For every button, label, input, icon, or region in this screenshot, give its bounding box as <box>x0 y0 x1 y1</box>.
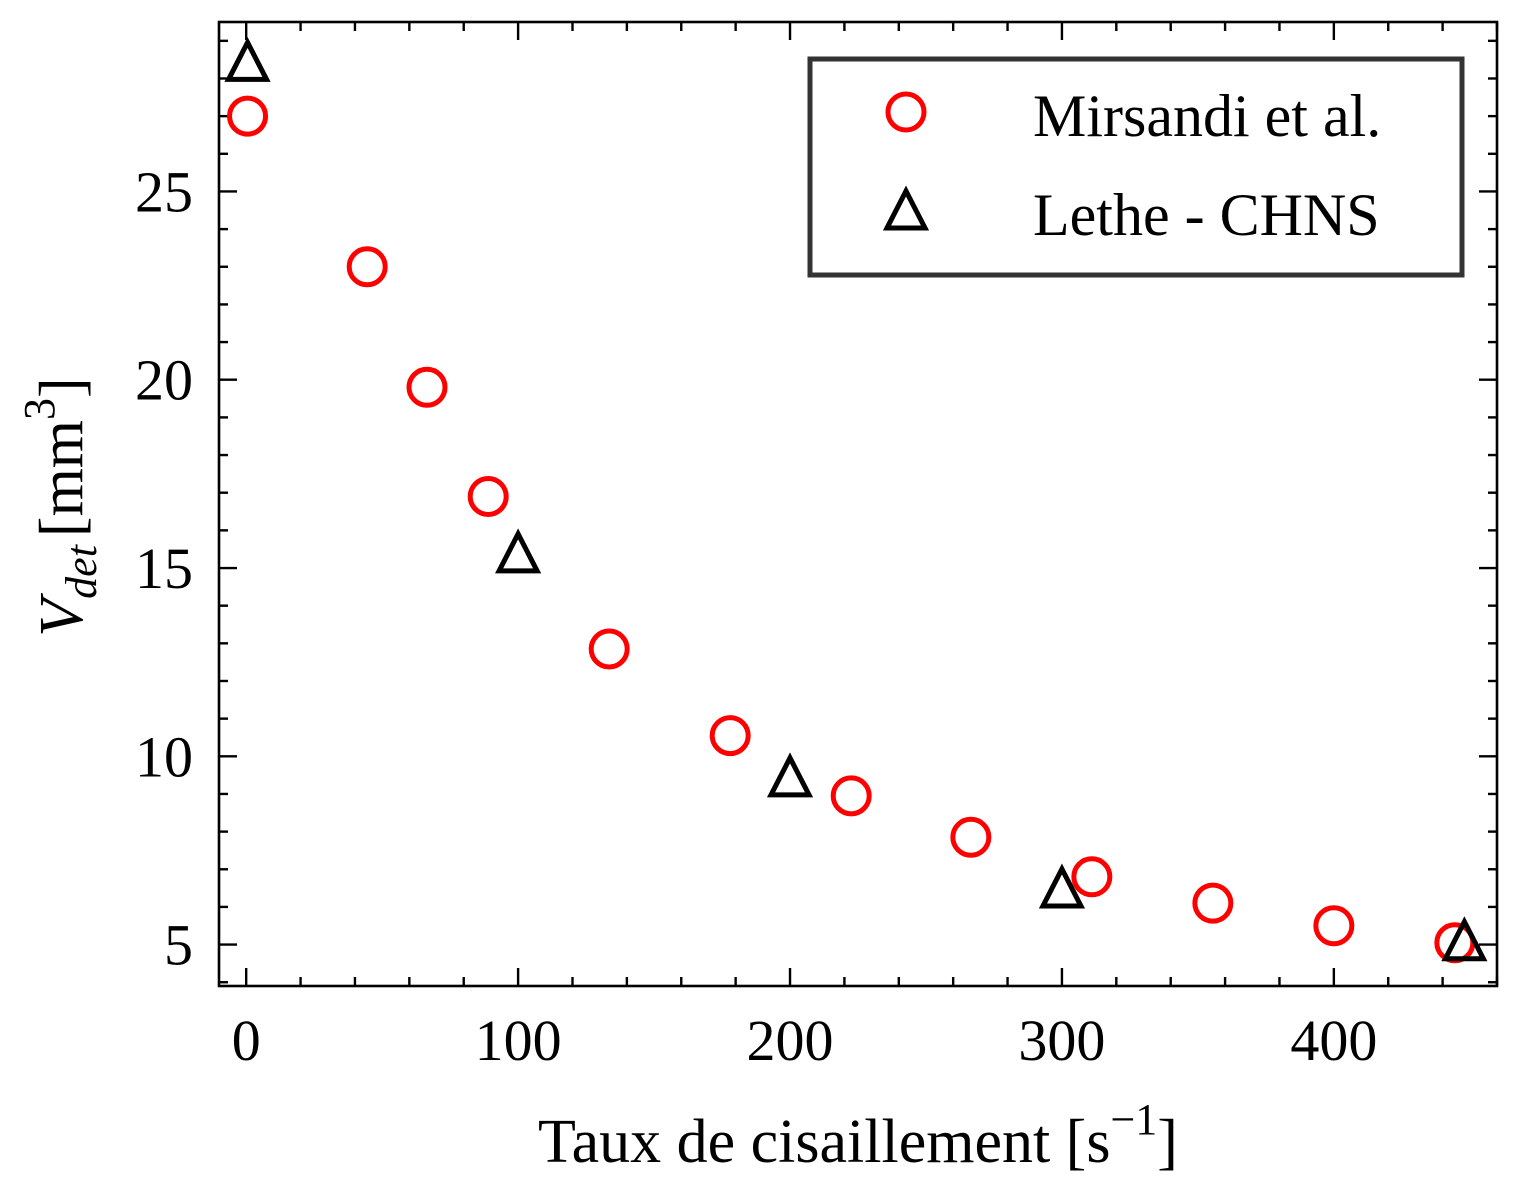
legend-label-lethe: Lethe - CHNS <box>1033 182 1380 248</box>
x-axis-label-close: ] <box>1157 1108 1178 1176</box>
y-tick-label: 5 <box>164 913 193 978</box>
y-axis-label-unit: [mm <box>28 420 96 537</box>
data-point-mirsandi <box>588 628 630 670</box>
plot-frame <box>217 20 1499 988</box>
legend-marker-mirsandi <box>885 91 927 133</box>
legend-box <box>807 56 1465 278</box>
data-point-mirsandi <box>406 366 448 408</box>
x-tick-label: 400 <box>1290 1008 1377 1073</box>
legend-label-mirsandi: Mirsandi et al. <box>1033 83 1381 149</box>
data-point-lethe <box>1441 916 1488 962</box>
data-point-mirsandi <box>467 475 509 517</box>
y-axis-label: Vdet [mm3] <box>15 377 106 636</box>
x-axis-label: Taux de cisaillement [s−1] <box>538 1095 1178 1176</box>
data-point-mirsandi <box>830 775 872 817</box>
data-point-mirsandi <box>950 816 992 858</box>
y-axis-label-main: V <box>28 593 96 637</box>
y-axis-label-close: ] <box>28 377 96 398</box>
data-point-lethe <box>766 752 814 798</box>
legend: Mirsandi et al. Lethe - CHNS <box>807 56 1465 278</box>
y-axis-label-sub: det <box>57 543 106 599</box>
data-point-lethe <box>495 528 542 574</box>
data-point-mirsandi <box>1192 882 1234 924</box>
data-point-mirsandi <box>709 715 751 757</box>
data-point-lethe <box>224 36 271 82</box>
data-point-lethe <box>1038 863 1086 909</box>
data-point-mirsandi <box>1071 856 1113 898</box>
data-point-mirsandi <box>1313 905 1355 947</box>
x-axis-label-exponent: −1 <box>1110 1095 1157 1144</box>
x-tick-label: 0 <box>232 1008 261 1073</box>
x-tick-label: 100 <box>475 1008 562 1073</box>
x-tick-label: 200 <box>747 1008 834 1073</box>
y-tick-label: 20 <box>135 348 193 413</box>
y-tick-label: 25 <box>135 159 193 224</box>
data-point-mirsandi <box>227 95 269 137</box>
x-axis-label-main: Taux de cisaillement [s <box>538 1108 1110 1176</box>
legend-marker-lethe <box>882 185 930 231</box>
y-axis-label-exponent: 3 <box>15 398 64 420</box>
x-tick-label: 300 <box>1018 1008 1105 1073</box>
ticks-layer: 0 100 200 300 400 5 10 15 20 25 <box>135 22 1499 1073</box>
data-point-mirsandi <box>346 246 388 288</box>
points-layer <box>224 36 1488 964</box>
y-tick-label: 15 <box>135 536 193 601</box>
y-tick-label: 10 <box>135 724 193 789</box>
